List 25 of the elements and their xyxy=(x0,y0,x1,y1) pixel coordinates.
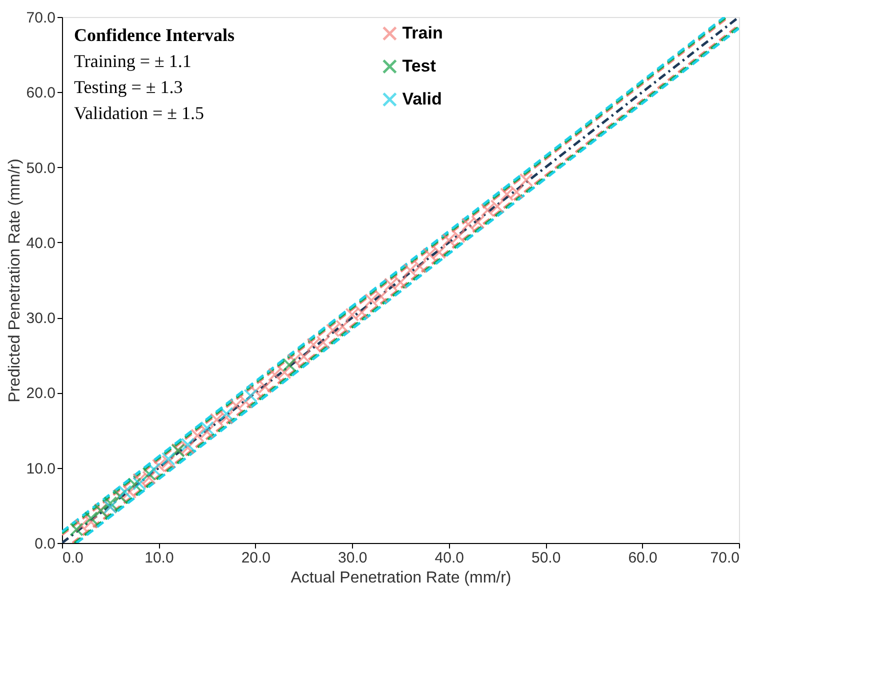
y-tick-label: 50.0 xyxy=(26,160,56,177)
x-tick-label: 30.0 xyxy=(338,550,368,566)
x-tick-label: 20.0 xyxy=(241,550,271,566)
annotation: Confidence Intervals xyxy=(74,25,234,45)
legend-label: Train xyxy=(402,24,443,42)
y-tick-label: 40.0 xyxy=(26,234,56,252)
y-axis-title: Predicted Penetration Rate (mm/r) xyxy=(6,158,24,402)
annotation: Testing = ± 1.3 xyxy=(74,77,183,97)
x-tick-label: 40.0 xyxy=(434,550,464,566)
annotation: Validation = ± 1.5 xyxy=(74,103,204,123)
y-tick-label: 70.0 xyxy=(26,10,56,26)
legend-label: Valid xyxy=(402,90,442,108)
x-tick-label: 50.0 xyxy=(531,550,561,566)
legend-label: Test xyxy=(402,56,436,76)
y-tick-label: 20.0 xyxy=(26,385,56,402)
y-tick-label: 10.0 xyxy=(26,460,56,478)
x-tick-label: 70.0 xyxy=(710,550,740,566)
x-tick-label: 0.0 xyxy=(62,550,84,566)
x-axis-title: Actual Penetration Rate (mm/r) xyxy=(290,570,512,586)
y-tick-label: 0.0 xyxy=(34,536,56,552)
x-tick-label: 60.0 xyxy=(628,550,658,566)
y-tick-label: 60.0 xyxy=(26,84,56,102)
annotation: Training = ± 1.1 xyxy=(74,51,192,71)
x-tick-label: 10.0 xyxy=(144,550,174,566)
y-tick-label: 30.0 xyxy=(26,310,56,328)
